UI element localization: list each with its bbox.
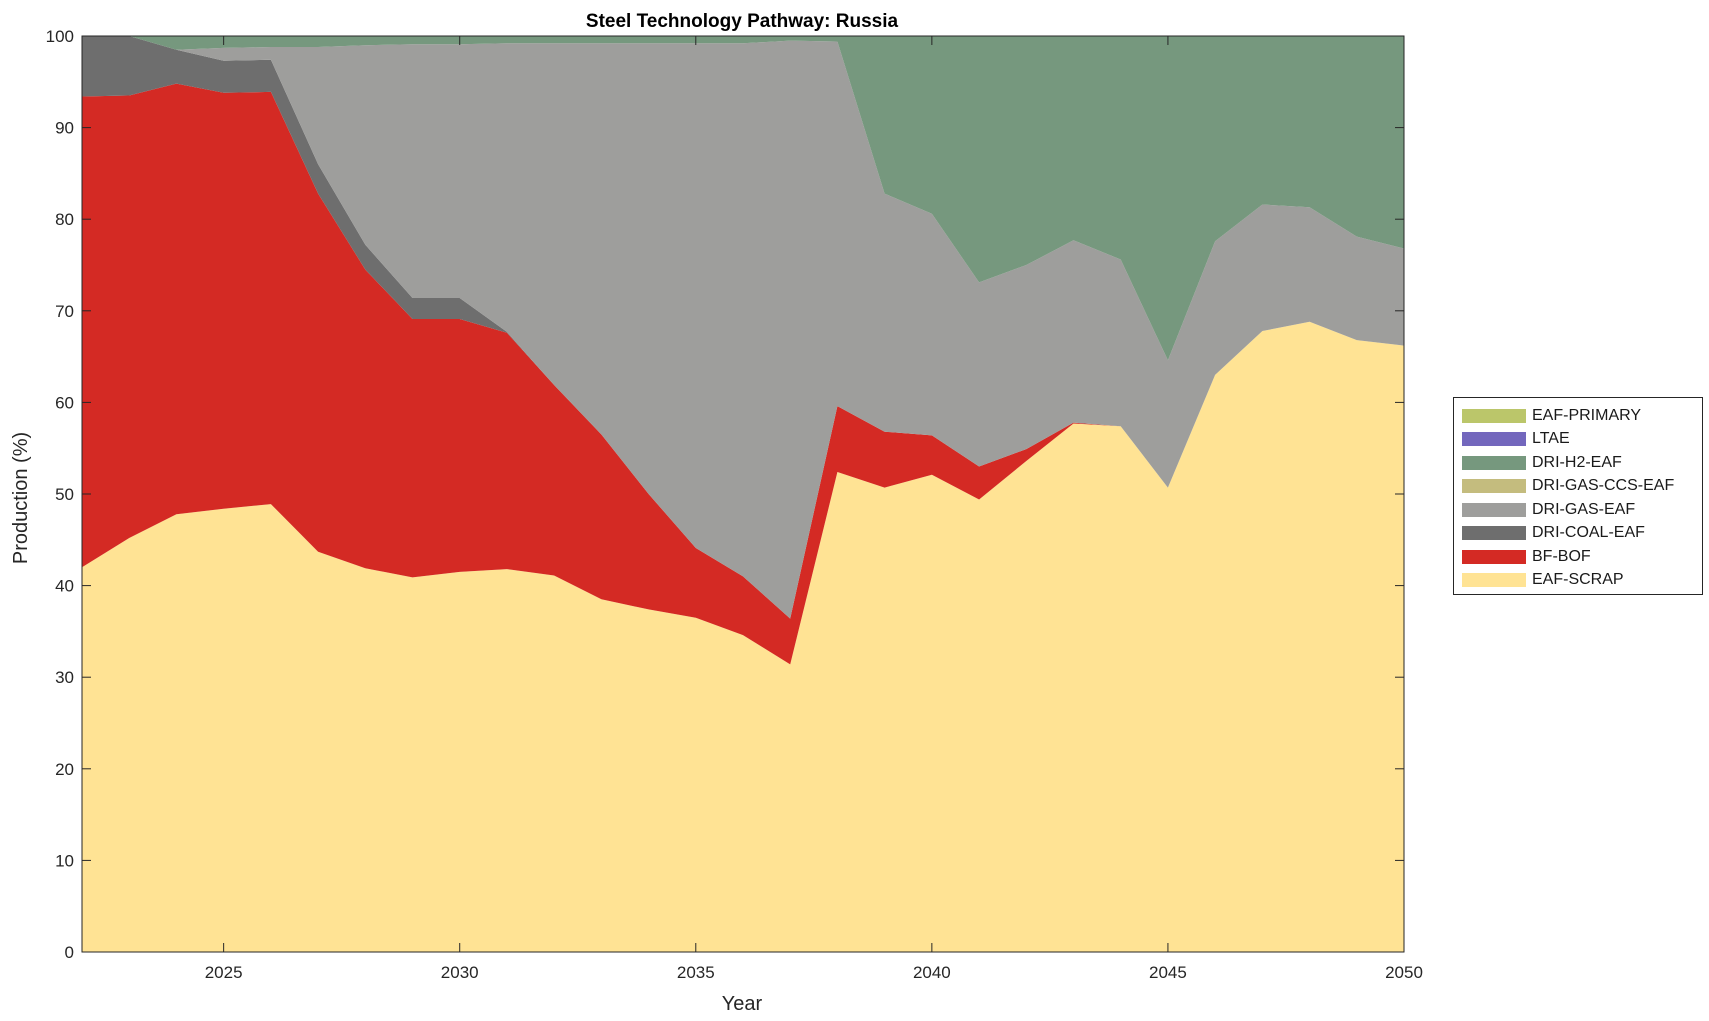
- y-tick-label: 70: [55, 302, 74, 321]
- legend-label: DRI-COAL-EAF: [1532, 524, 1645, 542]
- y-tick-label: 20: [55, 760, 74, 779]
- x-tick-label: 2025: [205, 963, 243, 982]
- legend-item-dri-coal-eaf: DRI-COAL-EAF: [1462, 522, 1702, 546]
- y-tick-label: 80: [55, 210, 74, 229]
- area-layers: [82, 36, 1404, 952]
- legend-label: DRI-GAS-CCS-EAF: [1532, 477, 1675, 495]
- y-tick-label: 50: [55, 485, 74, 504]
- y-tick-label: 30: [55, 668, 74, 687]
- x-tick-label: 2045: [1149, 963, 1187, 982]
- chart-title: Steel Technology Pathway: Russia: [586, 11, 899, 32]
- area-bf-bof: [82, 83, 1404, 665]
- legend-swatch: [1462, 408, 1526, 423]
- legend-item-ltae: LTAE: [1462, 428, 1702, 452]
- x-tick-label: 2040: [913, 963, 951, 982]
- x-tick-label: 2030: [441, 963, 479, 982]
- area-dri-h2-eaf: [82, 36, 1404, 361]
- x-axis-label: Year: [722, 993, 763, 1015]
- y-tick-label: 90: [55, 119, 74, 138]
- legend-swatch: [1462, 455, 1526, 470]
- x-tick-label: 2035: [677, 963, 715, 982]
- area-eaf-scrap: [82, 321, 1404, 952]
- y-axis-label: Production (%): [10, 432, 32, 564]
- legend-item-dri-gas-ccs-eaf: DRI-GAS-CCS-EAF: [1462, 475, 1702, 499]
- legend-label: EAF-SCRAP: [1532, 571, 1624, 589]
- legend-label: DRI-H2-EAF: [1532, 453, 1622, 471]
- legend-swatch: [1462, 573, 1526, 588]
- legend-label: LTAE: [1532, 430, 1570, 448]
- y-tick-label: 10: [55, 851, 74, 870]
- legend-swatch: [1462, 526, 1526, 541]
- y-tick-label: 0: [65, 943, 74, 962]
- legend-swatch: [1462, 549, 1526, 564]
- legend-item-eaf-primary: EAF-PRIMARY: [1462, 404, 1702, 428]
- legend-label: DRI-GAS-EAF: [1532, 500, 1636, 518]
- legend-label: EAF-PRIMARY: [1532, 406, 1642, 424]
- y-tick-label: 60: [55, 393, 74, 412]
- legend-item-dri-h2-eaf: DRI-H2-EAF: [1462, 451, 1702, 475]
- legend-label: BF-BOF: [1532, 547, 1591, 565]
- legend-swatch: [1462, 432, 1526, 447]
- y-tick-label: 40: [55, 577, 74, 596]
- legend-item-dri-gas-eaf: DRI-GAS-EAF: [1462, 498, 1702, 522]
- legend-item-bf-bof: BF-BOF: [1462, 545, 1702, 569]
- legend-item-eaf-scrap: EAF-SCRAP: [1462, 569, 1702, 593]
- chart-legend: EAF-PRIMARY LTAE DRI-H2-EAF DRI-GAS-CCS-EAF…: [1453, 397, 1703, 595]
- legend-swatch: [1462, 479, 1526, 494]
- y-tick-label: 100: [46, 27, 74, 46]
- legend-swatch: [1462, 502, 1526, 517]
- area-dri-gas-eaf: [82, 36, 1404, 619]
- x-tick-label: 2050: [1385, 963, 1423, 982]
